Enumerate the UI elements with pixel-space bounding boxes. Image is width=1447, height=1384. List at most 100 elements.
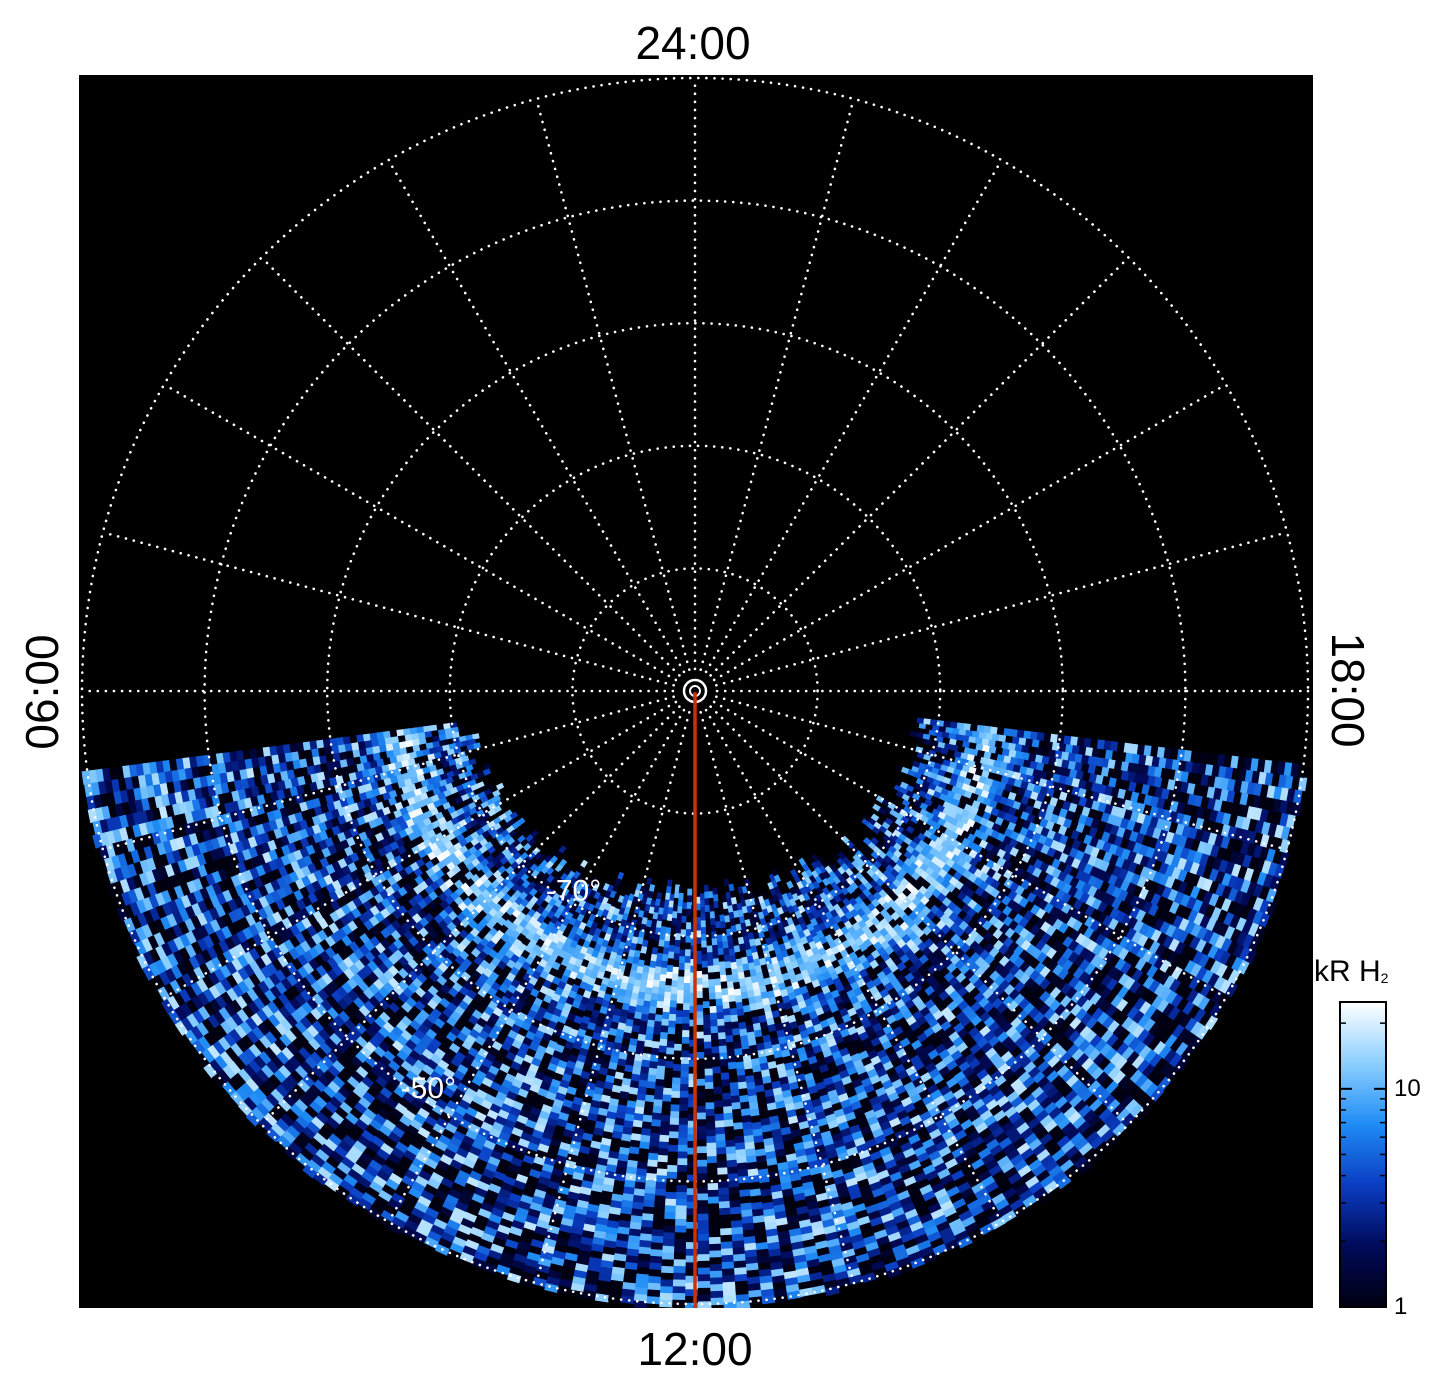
emission-cell (638, 1246, 652, 1256)
emission-cell (697, 1166, 708, 1175)
emission-cell (728, 1193, 741, 1202)
emission-cell (659, 1286, 674, 1295)
emission-cell (716, 1160, 728, 1169)
emission-cell (709, 1005, 718, 1014)
emission-cell (696, 964, 703, 972)
emission-cell (712, 1059, 721, 1068)
emission-cell (658, 1045, 668, 1054)
emission-cell (680, 922, 687, 931)
emission-cell (647, 1152, 659, 1161)
emission-cell (675, 1198, 688, 1207)
emission-cell (696, 1112, 707, 1121)
emission-cell (697, 1200, 709, 1208)
emission-cell (697, 1260, 711, 1269)
emission-cell (704, 1081, 715, 1090)
emission-cell (727, 987, 736, 996)
emission-cell (660, 1114, 671, 1123)
emission-cell (707, 1189, 720, 1198)
emission-cell (724, 1021, 733, 1030)
emission-cell (705, 918, 712, 927)
emission-cell (672, 1292, 686, 1301)
emission-cell (702, 980, 710, 989)
emission-cell (643, 1046, 653, 1055)
emission-cell (355, 734, 365, 744)
emission-cell (680, 1077, 690, 1085)
emission-cell (678, 886, 685, 894)
emission-cell (708, 1230, 722, 1238)
emission-cell (656, 1000, 665, 1009)
emission-cell (679, 1090, 690, 1099)
emission-cell (651, 1119, 662, 1128)
emission-cell (676, 1178, 688, 1187)
emission-cell (685, 942, 692, 951)
emission-cell (651, 986, 660, 995)
emission-cell (677, 1158, 689, 1166)
emission-cell (702, 974, 710, 982)
emission-cell (730, 1095, 741, 1104)
emission-cell (715, 1133, 727, 1142)
emission-cell (696, 1058, 706, 1067)
emission-cell (660, 1025, 669, 1034)
emission-cell (670, 986, 679, 995)
emission-cell (697, 1280, 711, 1289)
emission-cell (725, 1146, 737, 1155)
emission-cell (733, 1253, 747, 1263)
emission-cell (720, 974, 728, 983)
emission-cell (681, 1036, 690, 1045)
emission-cell (696, 1031, 705, 1040)
emission-cell (657, 1154, 669, 1163)
emission-cell (686, 902, 693, 910)
emission-cell (703, 1014, 711, 1023)
emission-cell (667, 951, 675, 960)
emission-cell (708, 1216, 721, 1225)
emission-cell (728, 1068, 738, 1077)
emission-cell (641, 1007, 651, 1016)
emission-cell (697, 1220, 710, 1228)
emission-cell (675, 1218, 688, 1227)
emission-cell (711, 1039, 720, 1048)
emission-cell (707, 1182, 719, 1191)
emission-cell (703, 1021, 712, 1030)
emission-cell (682, 1009, 691, 1018)
emission-cell (721, 1085, 732, 1094)
emission-cell (653, 1208, 666, 1217)
emission-cell (671, 917, 678, 926)
emission-cell (680, 1070, 690, 1079)
emission-cell (647, 1159, 659, 1168)
emission-cell (673, 1050, 683, 1059)
emission-cell (708, 1236, 722, 1245)
emission-cell (732, 1240, 746, 1249)
emission-cell (674, 939, 681, 948)
emission-cell (696, 1011, 704, 1019)
emission-cell (677, 976, 685, 985)
emission-cell (666, 1171, 678, 1180)
emission-cell (683, 989, 691, 998)
emission-cell (655, 1181, 667, 1190)
emission-cell (673, 946, 681, 955)
emission-cell (654, 1014, 663, 1023)
emission-cell (697, 1206, 710, 1215)
emission-cell (722, 1092, 732, 1101)
emission-cell (734, 1267, 748, 1276)
emission-cell (719, 1214, 732, 1223)
emission-cell (674, 1030, 683, 1039)
emission-cell (725, 1139, 737, 1148)
emission-cell (670, 924, 677, 933)
emission-cell (720, 1248, 734, 1257)
emission-cell (674, 1232, 687, 1240)
emission-cell (662, 1238, 676, 1247)
emission-cell (681, 915, 688, 924)
emission-cell (723, 1014, 732, 1023)
emission-cell (719, 1207, 732, 1216)
emission-cell (673, 1272, 687, 1281)
emission-cell (682, 1003, 691, 1011)
emission-cell (672, 1070, 682, 1079)
emission-cell (644, 1039, 654, 1048)
emission-cell (710, 924, 717, 933)
emission-cell (656, 1168, 668, 1177)
emission-cell (735, 1061, 746, 1070)
emission-cell (720, 1072, 731, 1081)
emission-cell (774, 1294, 789, 1305)
emission-cell (732, 1246, 746, 1256)
emission-cell (645, 1026, 655, 1035)
